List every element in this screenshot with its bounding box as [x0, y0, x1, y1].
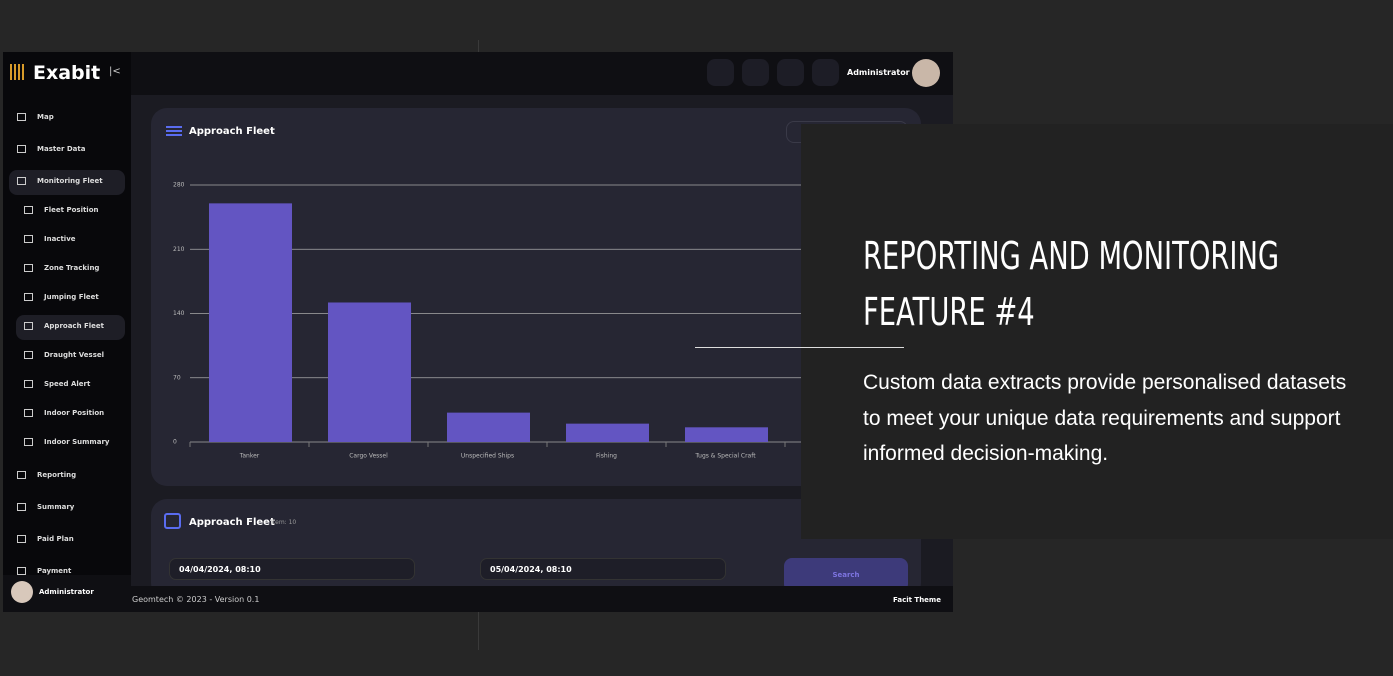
language-button[interactable] — [777, 59, 804, 86]
bar — [447, 412, 530, 442]
x-tick-label: Fishing — [596, 453, 617, 460]
menu-icon — [24, 351, 33, 359]
footer — [3, 586, 953, 612]
bar — [566, 423, 649, 442]
menu-icon — [17, 113, 26, 121]
theme-name: Facit Theme — [893, 596, 941, 604]
menu-icon — [24, 293, 33, 301]
cart-icon — [164, 513, 181, 529]
sidebar-user-name: Administrator — [39, 588, 94, 596]
menu-item[interactable]: Payment — [37, 567, 72, 575]
logo — [10, 64, 26, 80]
title-line: REPORTING AND MONITORING — [863, 234, 1280, 278]
menu-icon — [24, 380, 33, 388]
active-bg — [16, 315, 125, 340]
menu-icon — [24, 264, 33, 272]
theme-button[interactable] — [707, 59, 734, 86]
menu-icon — [17, 471, 26, 479]
menu-item[interactable]: Approach Fleet — [44, 322, 105, 330]
divider — [695, 347, 904, 348]
menu-icon — [24, 438, 33, 446]
menu-item[interactable]: Inactive — [44, 235, 76, 243]
feature-panel — [801, 124, 1393, 539]
menu-item[interactable]: Master Data — [37, 145, 86, 153]
menu-item[interactable]: Monitoring Fleet — [37, 177, 103, 185]
menu-icon — [24, 409, 33, 417]
copyright: Geomtech © 2023 - Version 0.1 — [132, 595, 260, 604]
menu-icon — [17, 567, 26, 575]
menu-icon — [24, 235, 33, 243]
collapse[interactable]: |< — [109, 66, 121, 77]
x-tick-label: Cargo Vessel — [349, 453, 388, 460]
item-count: Item: 10 — [271, 519, 297, 526]
menu-item[interactable]: Indoor Position — [44, 409, 105, 417]
bar — [209, 203, 292, 442]
menu-item[interactable]: Summary — [37, 503, 75, 511]
y-tick-label: 70 — [173, 374, 181, 381]
menu-icon — [17, 503, 26, 511]
x-tick-label: Tugs & Special Craft — [694, 453, 756, 460]
chart: 0 70 140 210 280 Tanker Cargo Vessel Unspecifie… — [173, 182, 905, 460]
menu-item[interactable]: Draught Vessel — [44, 351, 105, 359]
menu-icon — [24, 322, 33, 330]
y-tick-label: 140 — [173, 310, 185, 317]
menu-item[interactable]: Speed Alert — [44, 380, 91, 388]
y-tick-label: 280 — [173, 182, 185, 189]
menu-item[interactable]: Fleet Position — [44, 206, 99, 214]
notification-button[interactable] — [812, 59, 839, 86]
bar — [328, 302, 411, 442]
menu-item[interactable]: Paid Plan — [37, 535, 74, 543]
active-bg — [9, 170, 125, 195]
brand: Exabit — [33, 62, 101, 84]
title-line: FEATURE #4 — [863, 290, 1035, 334]
table-title: Approach Fleet — [189, 517, 275, 528]
fullscreen-button[interactable] — [742, 59, 769, 86]
user-name: Administrator — [847, 68, 910, 77]
card-title: Approach Fleet — [189, 126, 275, 137]
y-tick-label: 210 — [173, 246, 185, 253]
menu-icon — [17, 145, 26, 153]
feature-description: Custom data extracts provide personalise… — [863, 371, 1347, 465]
end-date[interactable]: 05/04/2024, 08:10 — [480, 558, 726, 580]
bar — [685, 427, 768, 442]
feature-title: REPORTING AND MONITORING FEATURE #4 — [863, 228, 1279, 340]
menu-item[interactable]: Reporting — [37, 471, 77, 479]
menu-icon — [17, 177, 26, 185]
x-tick-label: Tanker — [239, 453, 260, 460]
avatar[interactable] — [912, 59, 940, 87]
x-tick-label: Unspecified Ships — [461, 453, 514, 460]
menu-icon — [17, 535, 26, 543]
menu-item[interactable]: Indoor Summary — [44, 438, 110, 446]
y-tick-label: 0 — [173, 439, 177, 446]
menu-item[interactable]: Map — [37, 113, 54, 121]
menu-item[interactable]: Jumping Fleet — [44, 293, 99, 301]
sidebar-avatar — [11, 581, 33, 603]
menu-icon — [24, 206, 33, 214]
card-icon — [166, 126, 182, 136]
menu-item[interactable]: Zone Tracking — [44, 264, 100, 272]
start-date[interactable]: 04/04/2024, 08:10 — [169, 558, 415, 580]
